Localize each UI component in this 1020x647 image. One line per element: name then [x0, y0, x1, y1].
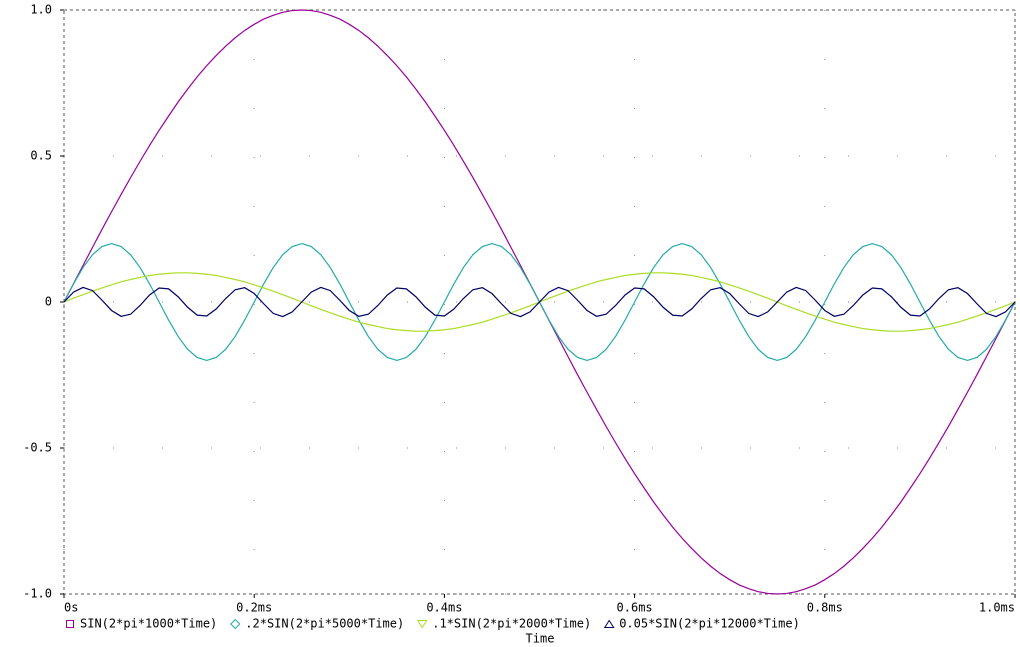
x-tick-label: 0.4ms	[426, 601, 462, 615]
x-tick-label: 1.0ms	[979, 601, 1015, 615]
x-axis-label: Time	[526, 632, 555, 646]
y-tick-label: 0.5	[30, 149, 52, 163]
y-tick-label: -1.0	[23, 587, 52, 601]
x-tick-label: 0.6ms	[617, 601, 653, 615]
legend-marker	[230, 618, 241, 630]
x-tick-label: 0s	[64, 601, 78, 615]
y-tick-label: 0	[45, 295, 52, 309]
legend-marker	[66, 620, 74, 628]
x-tick-label: 0.2ms	[236, 601, 272, 615]
x-tick-label: 0.8ms	[807, 601, 843, 615]
legend-label: 0.05*SIN(2*pi*12000*Time)	[619, 617, 800, 631]
y-tick-label: -0.5	[23, 441, 52, 455]
legend-label: .1*SIN(2*pi*2000*Time)	[432, 617, 591, 631]
legend-label: SIN(2*pi*1000*Time)	[80, 617, 217, 631]
legend-marker	[416, 620, 428, 629]
legend-marker	[603, 619, 615, 628]
legend-label: .2*SIN(2*pi*5000*Time)	[245, 617, 404, 631]
series-line	[63, 286, 1016, 318]
y-tick-label: 1.0	[30, 3, 52, 17]
